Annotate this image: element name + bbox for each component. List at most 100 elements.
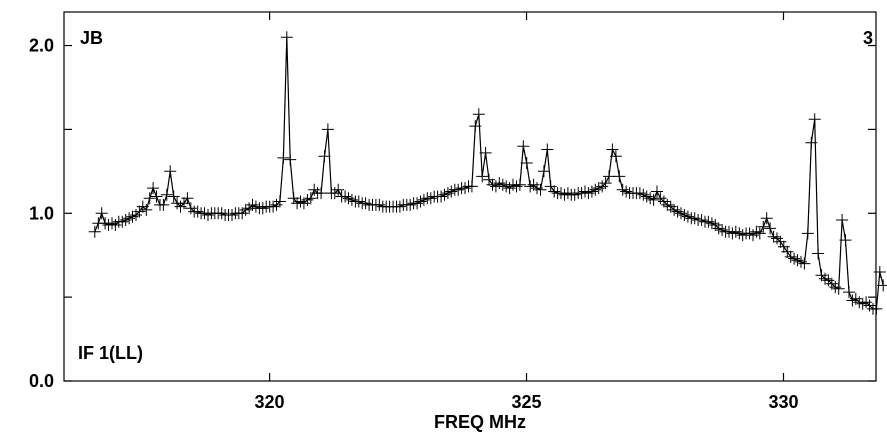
data-point	[133, 205, 146, 218]
data-point	[459, 182, 471, 195]
data-point	[537, 165, 550, 178]
data-point	[747, 229, 759, 242]
data-point	[688, 212, 701, 225]
data-point	[647, 193, 660, 206]
data-point	[246, 198, 259, 211]
data-point	[644, 192, 657, 205]
data-point	[411, 197, 424, 210]
annotation-top-left: JB	[80, 28, 103, 48]
data-point	[332, 183, 345, 196]
data-point	[202, 209, 214, 221]
data-point	[534, 183, 547, 196]
data-point	[712, 222, 725, 235]
data-point	[130, 209, 142, 221]
data-point	[304, 192, 317, 205]
data-point	[657, 195, 670, 208]
data-point	[167, 190, 180, 203]
data-point	[184, 202, 197, 215]
data-point	[736, 229, 749, 242]
data-point	[486, 178, 499, 191]
x-tick-label: 320	[255, 392, 285, 412]
data-point	[777, 240, 790, 253]
data-point	[479, 146, 492, 159]
data-point	[157, 198, 170, 211]
data-point	[863, 299, 876, 312]
data-point	[277, 151, 290, 164]
annotation-bottom-left: IF 1(LL)	[78, 343, 143, 363]
y-tick-label: 1.0	[29, 203, 54, 223]
data-point	[345, 193, 358, 206]
data-point	[695, 214, 708, 226]
data-point	[178, 197, 190, 210]
data-point	[308, 183, 321, 196]
series-line	[94, 37, 884, 310]
data-point	[760, 212, 773, 225]
data-point	[589, 183, 602, 196]
data-point	[846, 294, 859, 307]
data-point	[441, 187, 454, 200]
data-point	[743, 227, 756, 240]
data-point	[249, 200, 262, 213]
data-point	[568, 188, 581, 201]
data-point	[513, 178, 526, 191]
data-point	[147, 182, 160, 195]
data-point	[819, 272, 831, 285]
data-point	[352, 195, 365, 208]
data-point	[822, 274, 835, 287]
data-point	[592, 182, 605, 195]
data-point	[856, 297, 869, 310]
data-point	[215, 207, 228, 220]
data-point	[181, 192, 194, 205]
data-point	[136, 200, 149, 213]
axis-tick-labels: 0.0 1.0 2.0 320 325 330	[29, 36, 799, 412]
data-point	[640, 190, 653, 203]
data-point	[503, 182, 516, 195]
data-point	[870, 302, 883, 315]
data-point	[273, 195, 286, 208]
data-point	[795, 255, 807, 268]
data-point	[603, 170, 615, 183]
data-point	[106, 217, 118, 230]
data-point	[393, 200, 406, 213]
data-point	[681, 210, 694, 223]
axis-ticks	[64, 12, 876, 382]
series-markers	[88, 31, 887, 315]
data-point	[496, 178, 509, 191]
data-point	[339, 190, 352, 203]
data-point	[239, 203, 252, 216]
data-point	[359, 197, 372, 210]
data-point	[404, 198, 417, 211]
x-axis-label: FREQ MHz	[434, 412, 526, 432]
data-point	[123, 212, 136, 225]
data-point	[414, 195, 427, 208]
data-point	[284, 153, 297, 166]
data-point	[318, 150, 331, 163]
data-point	[771, 232, 783, 245]
data-point	[808, 113, 821, 126]
data-point	[510, 180, 523, 193]
data-point	[294, 195, 307, 208]
data-point	[661, 198, 674, 211]
data-point	[633, 187, 646, 200]
data-point	[438, 188, 451, 201]
data-point	[109, 219, 122, 231]
data-point	[599, 177, 612, 190]
data-point	[548, 185, 561, 198]
data-point	[226, 209, 238, 221]
data-point	[757, 220, 770, 233]
data-point	[417, 193, 430, 206]
data-point	[493, 177, 506, 190]
data-point	[143, 192, 156, 205]
y-tick-label: 2.0	[29, 36, 54, 56]
data-point	[520, 157, 533, 169]
data-point	[150, 190, 163, 203]
data-point	[126, 210, 139, 223]
data-point	[832, 282, 845, 295]
data-point	[585, 185, 598, 198]
data-point	[287, 192, 300, 205]
data-point	[500, 180, 513, 193]
data-point	[791, 254, 804, 267]
data-point	[637, 188, 650, 201]
data-point	[678, 209, 691, 221]
